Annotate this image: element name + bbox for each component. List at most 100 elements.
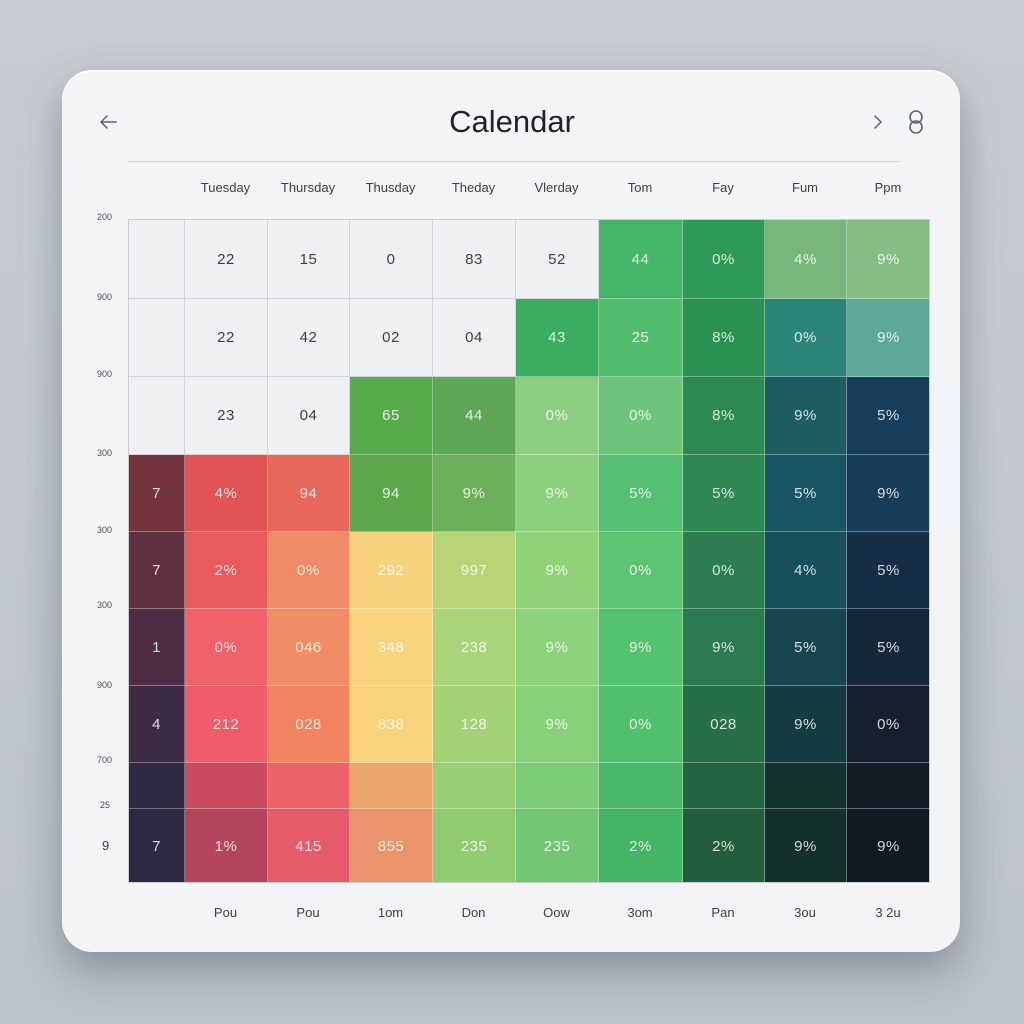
calendar-cell[interactable]: 238 [433, 609, 516, 686]
calendar-cell[interactable]: 2% [683, 809, 765, 882]
calendar-cell[interactable]: 5% [847, 532, 929, 609]
calendar-cell[interactable] [847, 763, 929, 809]
calendar-cell[interactable]: 028 [683, 686, 765, 763]
calendar-cell[interactable]: 83 [433, 220, 516, 299]
calendar-cell[interactable]: 5% [847, 377, 929, 455]
calendar-cell[interactable]: 0% [683, 220, 765, 299]
calendar-cell[interactable]: 5% [683, 455, 765, 532]
calendar-cell[interactable]: 4% [765, 532, 847, 609]
calendar-cell[interactable]: 997 [433, 532, 516, 609]
calendar-cell[interactable]: 9% [683, 609, 765, 686]
row-label: 25 [100, 800, 111, 810]
row-marker-cell[interactable]: 7 [129, 809, 185, 882]
calendar-cell[interactable]: 235 [516, 809, 599, 882]
footer-label: Pou [213, 905, 238, 920]
calendar-cell[interactable]: 8% [683, 377, 765, 455]
row-marker-cell[interactable] [129, 763, 185, 809]
calendar-cell[interactable]: 23 [185, 377, 268, 455]
header-divider [128, 161, 900, 162]
row-marker-cell[interactable]: 7 [129, 455, 185, 532]
calendar-cell[interactable] [433, 763, 516, 809]
calendar-cell[interactable]: 9% [847, 809, 929, 882]
calendar-cell[interactable]: 415 [268, 809, 350, 882]
calendar-cell[interactable]: 9% [516, 686, 599, 763]
calendar-cell[interactable]: 9% [433, 455, 516, 532]
calendar-cell[interactable]: 0% [683, 532, 765, 609]
row-marker-cell[interactable] [129, 377, 185, 455]
row-marker-cell[interactable] [129, 299, 185, 377]
calendar-cell[interactable]: 25 [599, 299, 683, 377]
calendar-cell[interactable]: 292 [350, 532, 433, 609]
calendar-cell[interactable]: 838 [350, 686, 433, 763]
calendar-cell[interactable]: 52 [516, 220, 599, 299]
calendar-cell[interactable]: 1% [185, 809, 268, 882]
calendar-cell[interactable]: 4% [185, 455, 268, 532]
calendar-cell[interactable]: 046 [268, 609, 350, 686]
calendar-cell[interactable]: 94 [350, 455, 433, 532]
row-marker-cell[interactable] [129, 220, 185, 299]
row-label: 300 [97, 525, 113, 535]
calendar-cell[interactable] [599, 763, 683, 809]
column-header: Vlerday [534, 180, 579, 195]
row-marker-cell[interactable]: 1 [129, 609, 185, 686]
calendar-cell[interactable]: 9% [847, 220, 929, 299]
calendar-cell[interactable]: 44 [433, 377, 516, 455]
calendar-cell[interactable]: 04 [433, 299, 516, 377]
calendar-cell[interactable]: 9% [516, 532, 599, 609]
calendar-cell[interactable]: 65 [350, 377, 433, 455]
calendar-cell[interactable]: 9% [765, 809, 847, 882]
calendar-cell[interactable]: 348 [350, 609, 433, 686]
calendar-cell[interactable]: 04 [268, 377, 350, 455]
calendar-cell[interactable]: 2% [185, 532, 268, 609]
calendar-cell[interactable]: 0% [268, 532, 350, 609]
calendar-cell[interactable]: 0% [599, 532, 683, 609]
row-marker-cell[interactable]: 4 [129, 686, 185, 763]
calendar-cell[interactable] [185, 763, 268, 809]
calendar-cell[interactable]: 9% [847, 455, 929, 532]
calendar-cell[interactable]: 0% [599, 686, 683, 763]
calendar-cell[interactable]: 02 [350, 299, 433, 377]
calendar-cell[interactable]: 235 [433, 809, 516, 882]
calendar-cell[interactable]: 212 [185, 686, 268, 763]
calendar-cell[interactable]: 5% [847, 609, 929, 686]
calendar-cell[interactable]: 5% [599, 455, 683, 532]
calendar-cell[interactable]: 855 [350, 809, 433, 882]
footer-label: 1om [377, 905, 404, 920]
calendar-cell[interactable]: 028 [268, 686, 350, 763]
back-button[interactable] [96, 110, 122, 134]
calendar-cell[interactable]: 0% [599, 377, 683, 455]
next-button[interactable] [868, 110, 890, 134]
calendar-cell[interactable]: 22 [185, 299, 268, 377]
row-marker-cell[interactable]: 7 [129, 532, 185, 609]
calendar-cell[interactable]: 5% [765, 455, 847, 532]
calendar-cell[interactable]: 9% [765, 686, 847, 763]
calendar-cell[interactable]: 9% [765, 377, 847, 455]
calendar-cell[interactable]: 5% [765, 609, 847, 686]
calendar-cell[interactable] [516, 763, 599, 809]
calendar-cell[interactable]: 9% [516, 609, 599, 686]
calendar-cell[interactable]: 2% [599, 809, 683, 882]
calendar-cell[interactable] [683, 763, 765, 809]
calendar-cell[interactable]: 0% [765, 299, 847, 377]
calendar-cell[interactable]: 44 [599, 220, 683, 299]
calendar-cell[interactable]: 4% [765, 220, 847, 299]
calendar-cell[interactable]: 9% [516, 455, 599, 532]
calendar-cell[interactable]: 94 [268, 455, 350, 532]
calendar-cell[interactable]: 9% [599, 609, 683, 686]
calendar-cell[interactable]: 0% [847, 686, 929, 763]
calendar-cell[interactable] [350, 763, 433, 809]
calendar-cell[interactable] [765, 763, 847, 809]
calendar-cell[interactable]: 128 [433, 686, 516, 763]
calendar-cell[interactable]: 42 [268, 299, 350, 377]
calendar-cell[interactable]: 0 [350, 220, 433, 299]
calendar-cell[interactable]: 22 [185, 220, 268, 299]
calendar-cell[interactable]: 43 [516, 299, 599, 377]
footer-label: Pan [711, 905, 735, 920]
calendar-cell[interactable]: 0% [516, 377, 599, 455]
calendar-cell[interactable] [268, 763, 350, 809]
calendar-cell[interactable]: 9% [847, 299, 929, 377]
more-button[interactable] [902, 108, 930, 136]
calendar-cell[interactable]: 15 [268, 220, 350, 299]
calendar-cell[interactable]: 0% [185, 609, 268, 686]
calendar-cell[interactable]: 8% [683, 299, 765, 377]
